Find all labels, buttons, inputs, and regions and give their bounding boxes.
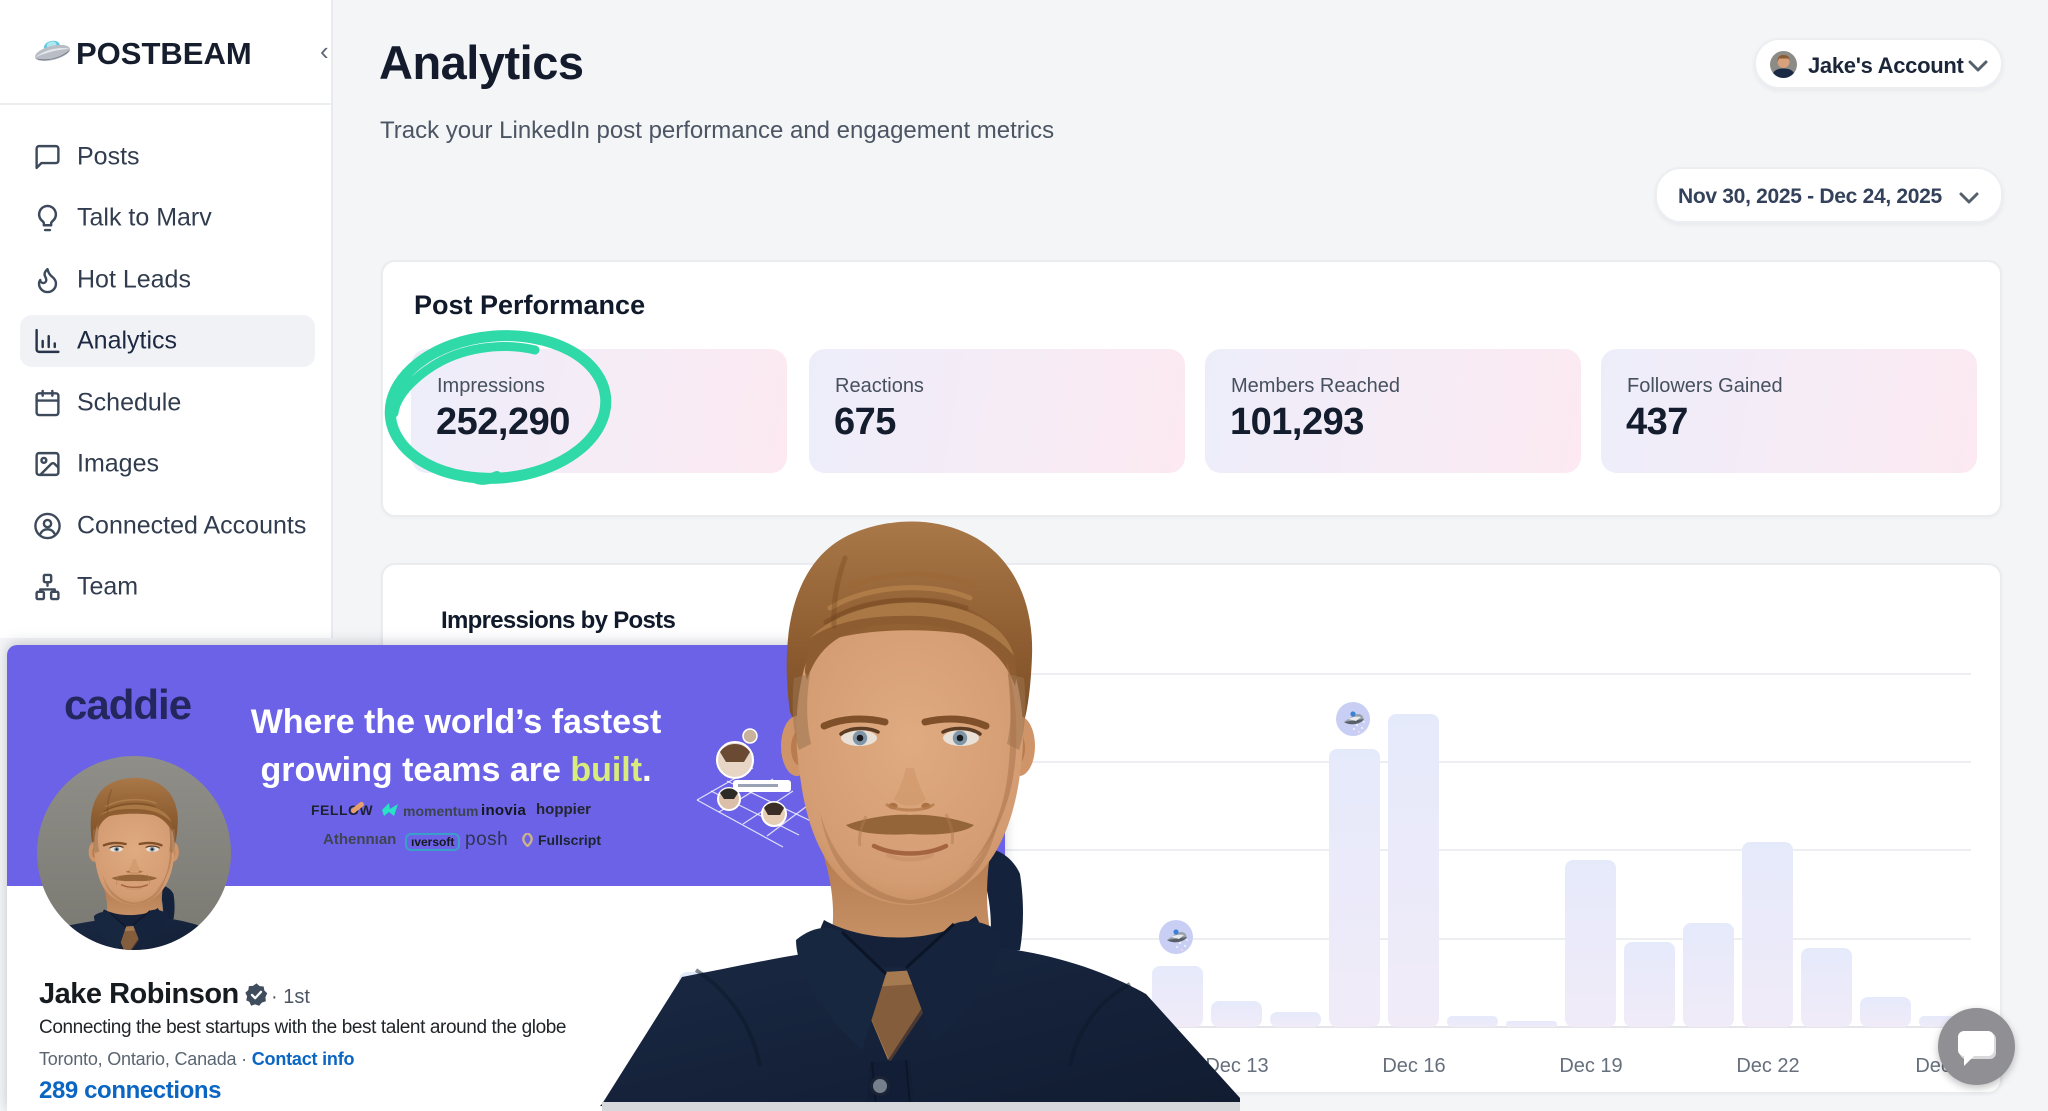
svg-text:Dec 13: Dec 13 bbox=[1205, 1055, 1268, 1077]
svg-text:Dec 16: Dec 16 bbox=[1382, 1055, 1445, 1077]
svg-text:Dec 22: Dec 22 bbox=[1736, 1055, 1799, 1077]
svg-text:Dec 19: Dec 19 bbox=[1559, 1055, 1622, 1077]
